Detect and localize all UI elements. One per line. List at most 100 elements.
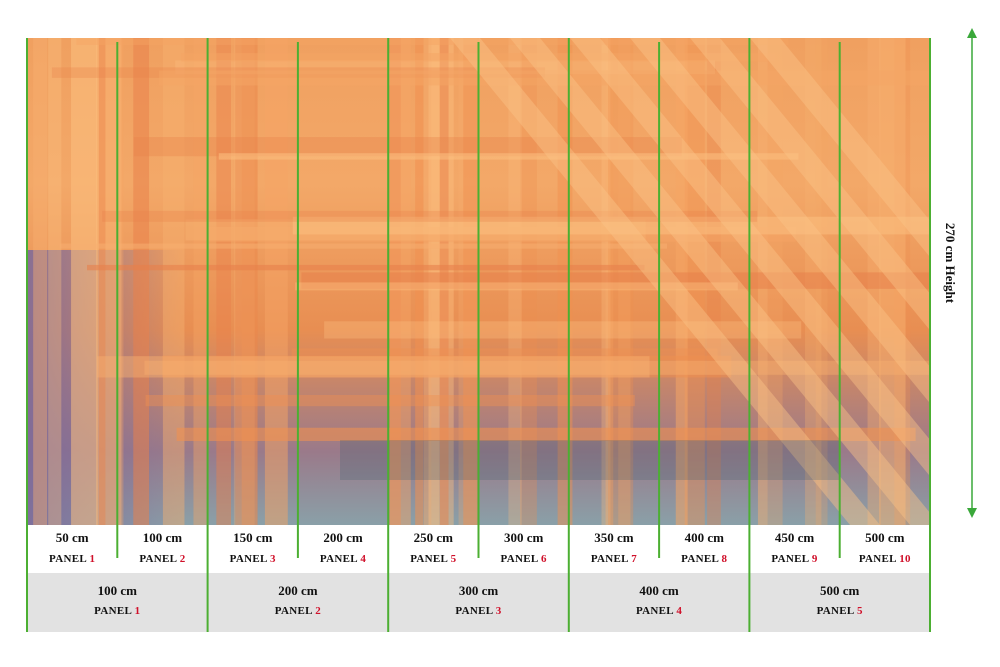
panel-word: PANEL: [636, 605, 676, 617]
panel-label: PANEL 1: [94, 605, 140, 617]
stripe: [59, 243, 668, 249]
panel-number: 4: [676, 605, 682, 617]
panel-word: PANEL: [681, 553, 721, 565]
panel-label: PANEL 2: [275, 605, 321, 617]
stripe: [291, 348, 718, 361]
panel-width: 200 cm: [278, 583, 318, 598]
panel-word: PANEL: [410, 553, 450, 565]
panel-number: 9: [812, 553, 818, 565]
panel-width: 450 cm: [775, 530, 815, 545]
panel-label: PANEL 3: [230, 553, 276, 565]
stripe: [48, 38, 62, 525]
panel-number: 6: [541, 553, 547, 565]
panel-word: PANEL: [771, 553, 811, 565]
panel-label: PANEL 3: [455, 605, 501, 617]
panel-label: PANEL 5: [410, 553, 456, 565]
panel-width: 500 cm: [820, 583, 860, 598]
panel-word: PANEL: [859, 553, 899, 565]
stripe: [510, 38, 930, 525]
stripe: [235, 38, 258, 525]
height-indicator: 270 cm Height: [943, 28, 977, 518]
panel-number: 10: [899, 553, 911, 565]
panel-width: 50 cm: [56, 530, 89, 545]
stripe: [233, 38, 255, 525]
panel-word: PANEL: [320, 553, 360, 565]
panel-width: 400 cm: [639, 583, 679, 598]
panel-label: PANEL 7: [591, 553, 637, 565]
stripe: [87, 264, 645, 271]
panel-label: PANEL 10: [859, 553, 911, 565]
panel-word: PANEL: [817, 605, 857, 617]
stripe: [145, 394, 635, 407]
panel-number: 3: [496, 605, 502, 617]
stripe: [97, 38, 124, 525]
panel-label: PANEL 4: [636, 605, 682, 617]
stripe: [292, 216, 930, 235]
panel-width: 500 cm: [865, 530, 905, 545]
panel-width: 100 cm: [98, 583, 138, 598]
panel-label: PANEL 2: [139, 553, 185, 565]
panel-label: PANEL 1: [49, 553, 95, 565]
panel-number: 8: [722, 553, 728, 565]
stripe: [175, 60, 715, 75]
shadow: [340, 440, 840, 480]
panel-width: 400 cm: [685, 530, 725, 545]
panel-width: 200 cm: [323, 530, 363, 545]
stripe: [71, 38, 98, 525]
stripe: [144, 360, 930, 375]
stripe: [264, 38, 288, 525]
panel-word: PANEL: [94, 605, 134, 617]
panel-width: 250 cm: [414, 530, 454, 545]
panel-width: 150 cm: [233, 530, 273, 545]
panel-label: PANEL 4: [320, 553, 366, 565]
stripe: [133, 137, 682, 157]
panel-number: 2: [180, 553, 186, 565]
panel-number: 5: [857, 605, 863, 617]
panel-label: PANEL 6: [501, 553, 547, 565]
panel-number: 2: [315, 605, 321, 617]
stripe: [133, 38, 150, 525]
large-panel-row: [27, 573, 930, 632]
panel-label: PANEL 5: [817, 605, 863, 617]
panel-width: 100 cm: [143, 530, 183, 545]
panel-word: PANEL: [49, 553, 89, 565]
panel-number: 5: [451, 553, 457, 565]
stripe: [241, 38, 258, 525]
stripe: [218, 153, 799, 160]
stripe: [630, 38, 930, 404]
stripe: [159, 70, 930, 86]
panel-word: PANEL: [139, 553, 179, 565]
stripe: [450, 38, 880, 525]
panel-width: 350 cm: [594, 530, 634, 545]
panel-word: PANEL: [455, 605, 495, 617]
stripe: [162, 38, 185, 525]
panel-width: 300 cm: [504, 530, 544, 545]
stripe: [301, 272, 930, 289]
panel-number: 3: [270, 553, 276, 565]
panel-width: 300 cm: [459, 583, 499, 598]
panel-word: PANEL: [501, 553, 541, 565]
stripe: [33, 38, 48, 525]
height-label: 270 cm Height: [943, 223, 958, 304]
panel-number: 1: [89, 553, 95, 565]
panel-word: PANEL: [230, 553, 270, 565]
stripe: [76, 38, 789, 45]
panel-label: PANEL 8: [681, 553, 727, 565]
stripe: [216, 38, 231, 525]
stripe: [295, 282, 738, 291]
panel-word: PANEL: [275, 605, 315, 617]
stripe: [102, 210, 758, 222]
stripe: [98, 38, 106, 525]
panel-number: 4: [360, 553, 366, 565]
panel-word: PANEL: [591, 553, 631, 565]
stripe: [162, 355, 732, 378]
stripe: [193, 38, 209, 525]
mural-image: [27, 38, 930, 525]
panel-label: PANEL 9: [771, 553, 817, 565]
panel-number: 1: [135, 605, 141, 617]
stripe: [324, 321, 802, 339]
panel-number: 7: [631, 553, 637, 565]
stripe: [176, 427, 916, 442]
